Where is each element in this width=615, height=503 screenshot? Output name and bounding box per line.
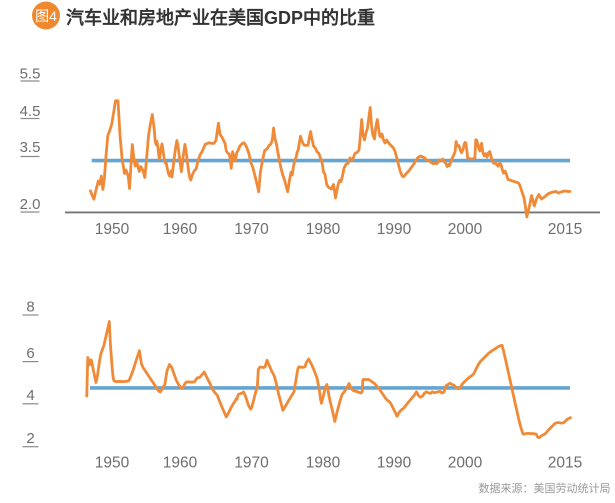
svg-text:2.0: 2.0: [20, 196, 41, 213]
svg-text:2015: 2015: [548, 454, 582, 471]
svg-text:5.5: 5.5: [20, 65, 41, 82]
svg-text:1960: 1960: [163, 221, 198, 238]
svg-text:2015: 2015: [548, 221, 582, 238]
svg-text:1970: 1970: [234, 454, 269, 471]
svg-text:2: 2: [26, 430, 34, 447]
svg-text:1950: 1950: [95, 221, 130, 238]
svg-text:1980: 1980: [306, 221, 341, 238]
svg-text:3.5: 3.5: [20, 139, 41, 156]
svg-text:1970: 1970: [234, 221, 269, 238]
svg-text:2000: 2000: [448, 454, 483, 471]
svg-text:1950: 1950: [95, 454, 130, 471]
svg-text:数据来源：美国劳动统计局: 数据来源：美国劳动统计局: [479, 481, 611, 495]
svg-text:1980: 1980: [306, 454, 341, 471]
svg-text:2000: 2000: [448, 221, 483, 238]
svg-text:4.5: 4.5: [20, 103, 41, 120]
svg-text:4: 4: [26, 387, 34, 404]
svg-text:1990: 1990: [377, 454, 412, 471]
svg-text:8: 8: [26, 298, 34, 315]
svg-text:1960: 1960: [163, 454, 198, 471]
svg-text:汽车业和房地产业在美国GDP中的比重: 汽车业和房地产业在美国GDP中的比重: [66, 7, 375, 28]
svg-text:图4: 图4: [35, 8, 57, 24]
svg-text:6: 6: [26, 345, 34, 362]
svg-text:1990: 1990: [377, 221, 412, 238]
